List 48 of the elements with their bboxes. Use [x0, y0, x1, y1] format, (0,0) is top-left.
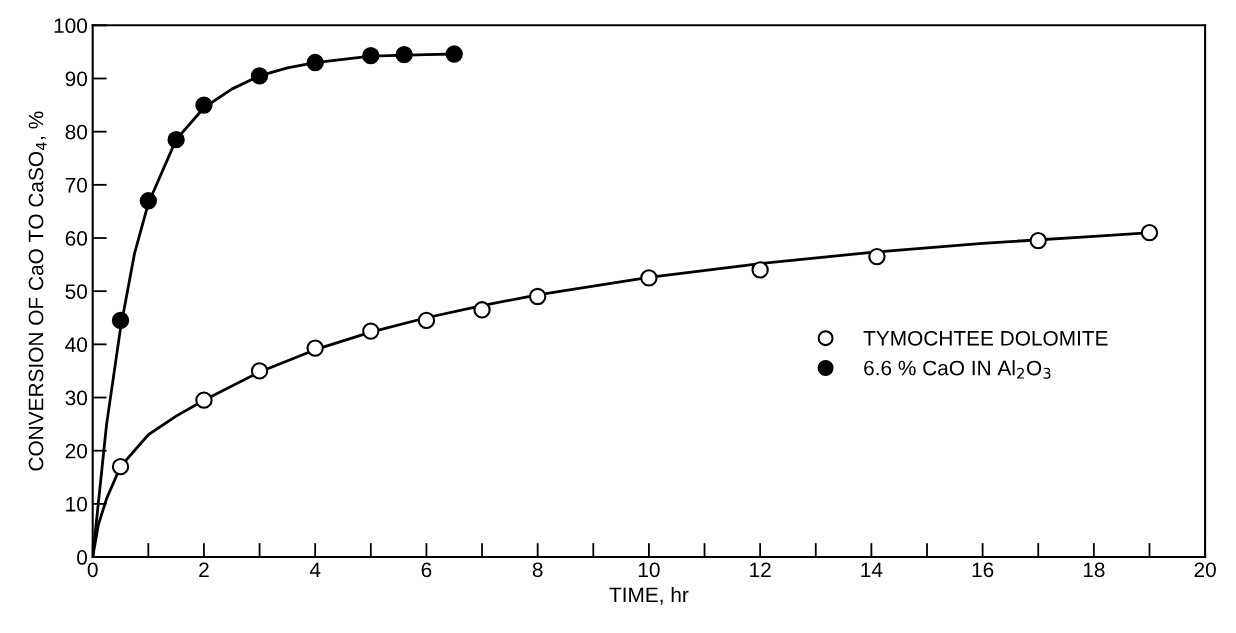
x-tick-label: 16	[972, 562, 994, 578]
point	[1140, 224, 1159, 242]
point	[395, 45, 413, 64]
point	[139, 192, 157, 210]
point	[751, 261, 769, 279]
point	[640, 269, 658, 287]
point	[111, 311, 130, 330]
point	[250, 362, 269, 380]
x-tick-label: 14	[861, 562, 883, 577]
y-tick-label: 20	[65, 443, 88, 459]
y-tick-label: 40	[65, 337, 88, 353]
point	[868, 247, 886, 266]
x-tick-label: 0	[87, 562, 98, 578]
point	[1029, 231, 1047, 250]
y-tick-label: 70	[65, 177, 88, 193]
x-tick-label: 20	[1194, 562, 1216, 578]
y-tick-label: 80	[65, 124, 88, 140]
point	[473, 301, 491, 319]
point	[362, 322, 380, 340]
x-tick-label: 10	[638, 562, 660, 578]
point	[306, 53, 324, 72]
point	[417, 311, 436, 330]
x-tick-label: 6	[421, 562, 432, 578]
point	[111, 457, 130, 476]
x-tick-label: 4	[309, 562, 321, 577]
y-tick-label: 30	[65, 390, 88, 406]
y-tick-label: 100	[54, 18, 88, 34]
point	[528, 287, 547, 306]
x-tick-label: 18	[1083, 562, 1105, 578]
point	[445, 45, 463, 63]
y-tick-label: 0	[77, 550, 88, 565]
legend-label: TYMOCHTEE DOLOMITE	[863, 330, 1108, 346]
x-tick-label: 12	[750, 562, 771, 577]
point	[250, 67, 269, 85]
x-tick-label: 8	[532, 562, 543, 578]
y-tick-label: 60	[65, 231, 88, 246]
point	[195, 96, 213, 114]
y-axis-title: CONVERSION OF CaO TO CaSO$_{4}$, %	[28, 111, 47, 471]
legend-label: 6.6 % CaO IN Al$_{2}$O$_{3}$	[864, 360, 1051, 379]
y-tick-label: 90	[65, 71, 88, 87]
point	[362, 46, 380, 65]
y-tick-label: 50	[65, 284, 88, 299]
point	[167, 130, 185, 149]
x-tick-label: 2	[199, 562, 209, 577]
x-axis-title: TIME, hr	[609, 586, 689, 605]
y-tick-label: 10	[66, 496, 88, 512]
point	[195, 391, 213, 409]
point	[306, 339, 324, 357]
